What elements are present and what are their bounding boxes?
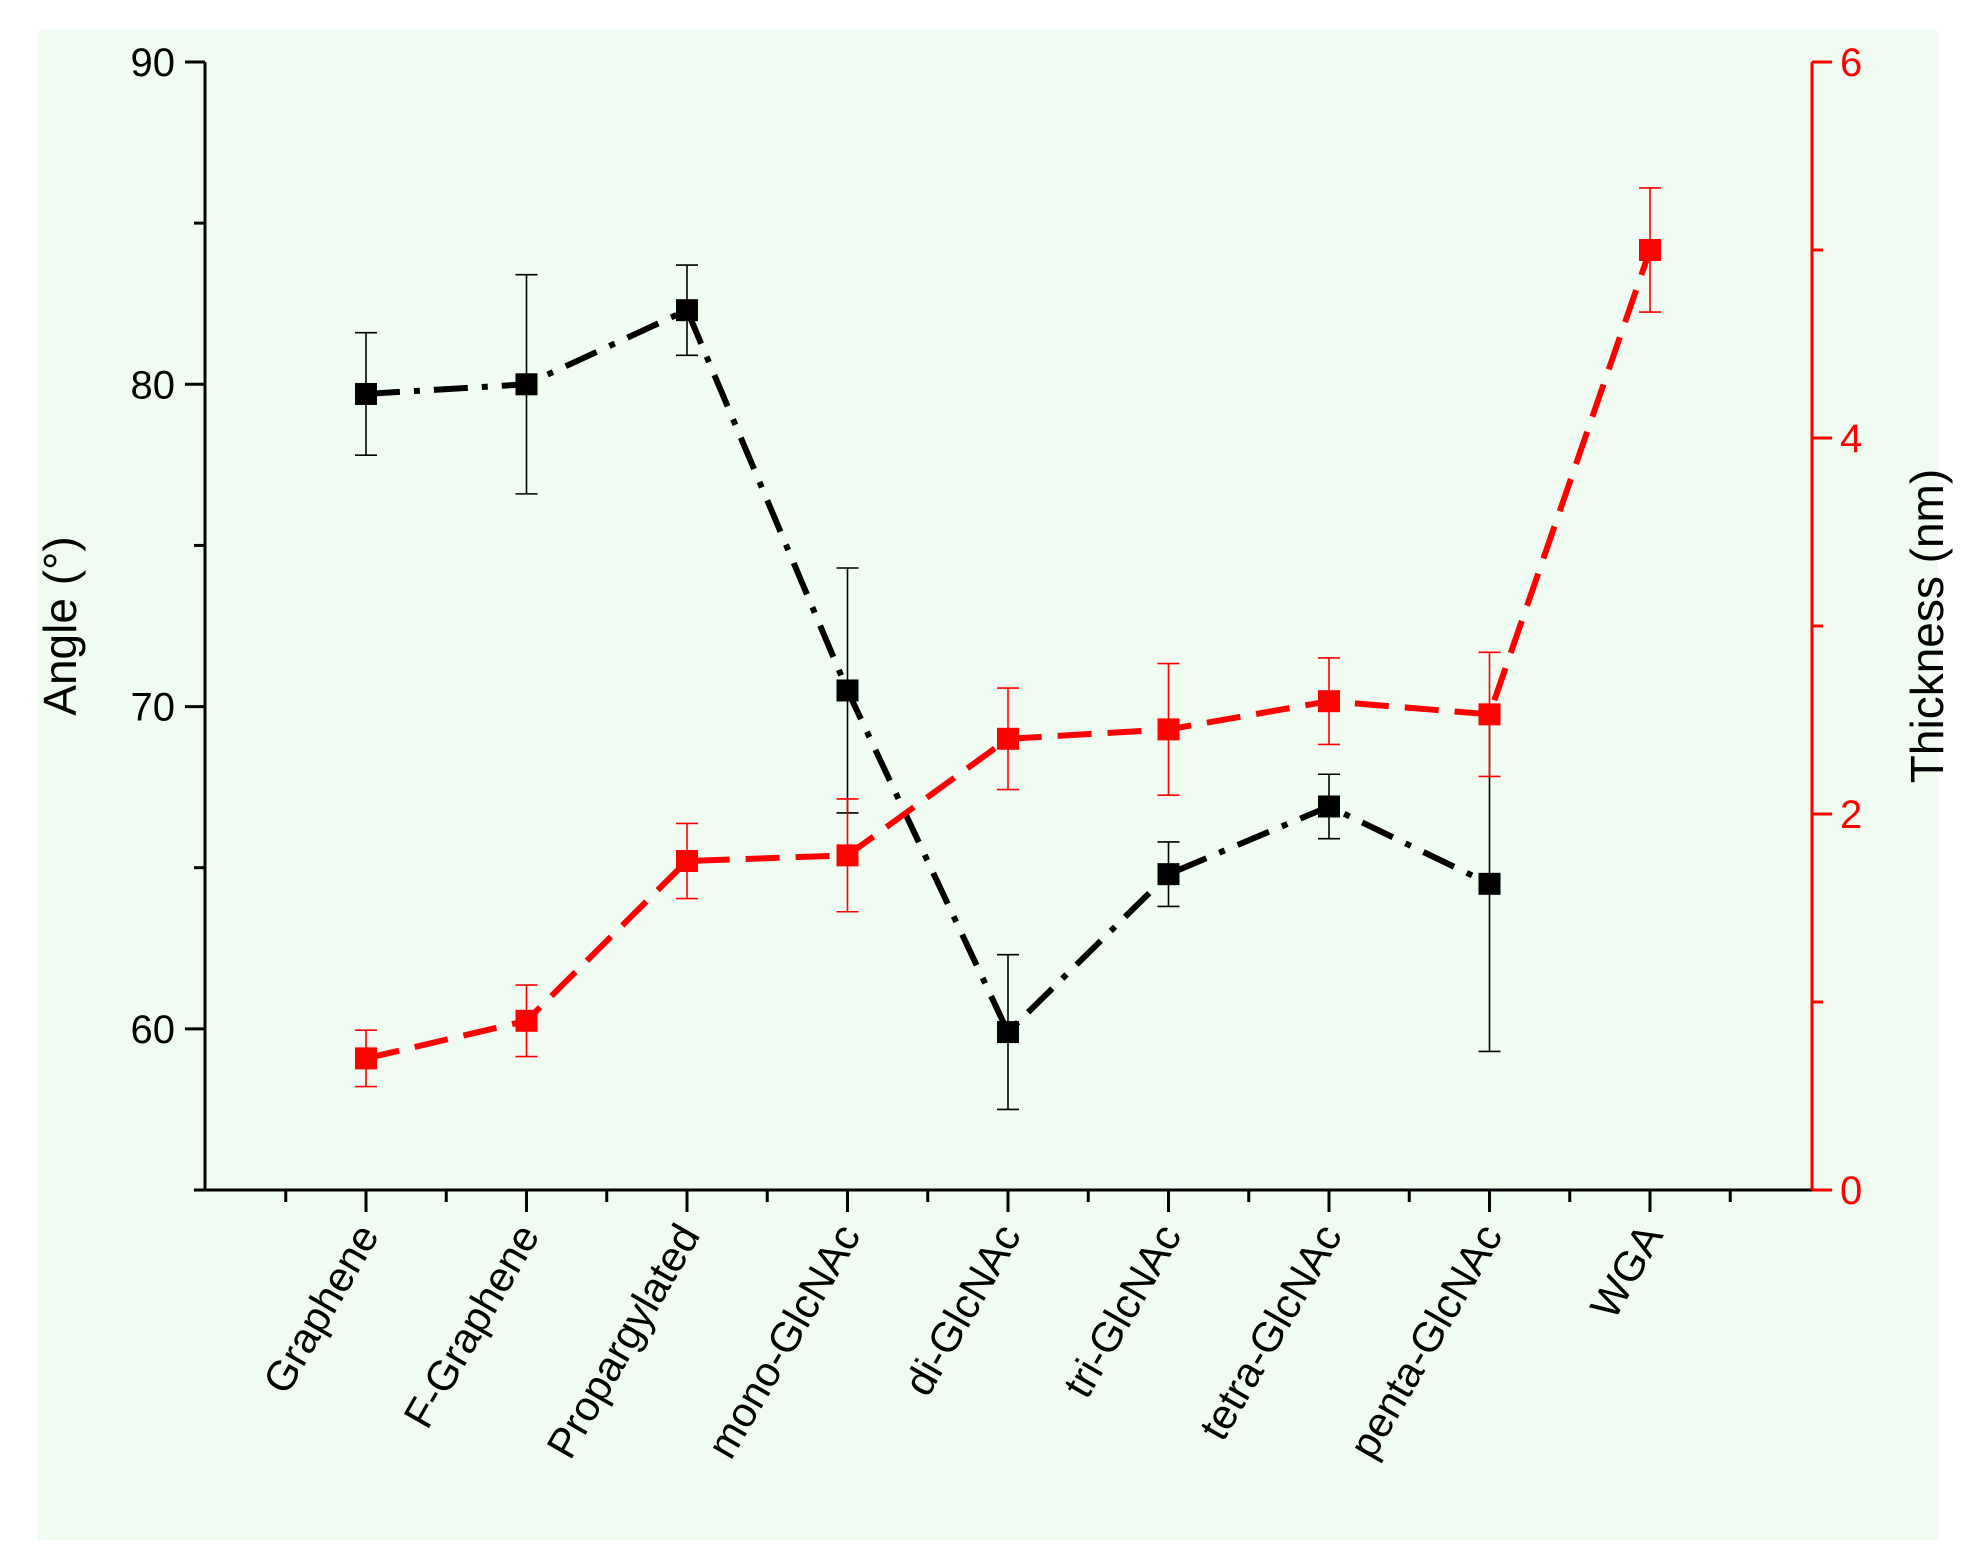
left-y-tick-label: 90 — [131, 41, 176, 85]
x-category-label: Graphene — [254, 1216, 388, 1401]
x-category-label: di-GlcNAc — [895, 1216, 1030, 1403]
left-y-tick-label: 60 — [131, 1008, 176, 1052]
data-point-marker — [515, 1009, 538, 1032]
series-line — [365, 249, 1653, 1062]
data-point-marker — [355, 1047, 377, 1070]
x-category-label: WGA — [1581, 1216, 1672, 1326]
data-point-marker — [1318, 795, 1340, 818]
right-y-tick-label: 2 — [1840, 793, 1862, 837]
data-point-marker — [836, 844, 859, 867]
right-y-tick-label: 0 — [1840, 1169, 1862, 1213]
data-point-marker — [1478, 872, 1501, 895]
data-point-marker — [515, 373, 538, 396]
x-category-label: penta-GlcNAc — [1340, 1216, 1511, 1466]
x-category-label: tetra-GlcNAc — [1190, 1216, 1351, 1448]
x-category-label: F-Graphene — [394, 1216, 548, 1436]
data-point-marker — [676, 850, 698, 872]
data-point-marker — [1157, 718, 1180, 741]
data-point-marker — [997, 727, 1019, 750]
chart-background — [38, 30, 1938, 1540]
x-category-label: Propargylated — [537, 1216, 708, 1466]
data-point-marker — [997, 1021, 1019, 1044]
data-point-marker — [676, 299, 698, 322]
right-y-axis-title: Thickness (nm) — [1901, 469, 1953, 783]
data-point-marker — [1157, 863, 1180, 886]
left-y-tick-label: 70 — [131, 686, 176, 730]
series-line — [365, 307, 1491, 1036]
data-point-marker — [1639, 239, 1661, 261]
right-y-tick-label: 4 — [1840, 417, 1862, 461]
left-y-axis-title: Angle (°) — [34, 536, 86, 715]
data-point-marker — [1318, 690, 1340, 713]
series-thickness — [355, 187, 1661, 1088]
right-y-tick-label: 6 — [1840, 41, 1862, 85]
data-point-marker — [355, 382, 377, 405]
x-category-label: mono-GlcNAc — [698, 1216, 869, 1466]
left-y-tick-label: 80 — [131, 363, 176, 407]
data-point-marker — [836, 679, 859, 702]
x-category-label: tri-GlcNAc — [1054, 1216, 1190, 1405]
data-point-marker — [1478, 703, 1501, 726]
